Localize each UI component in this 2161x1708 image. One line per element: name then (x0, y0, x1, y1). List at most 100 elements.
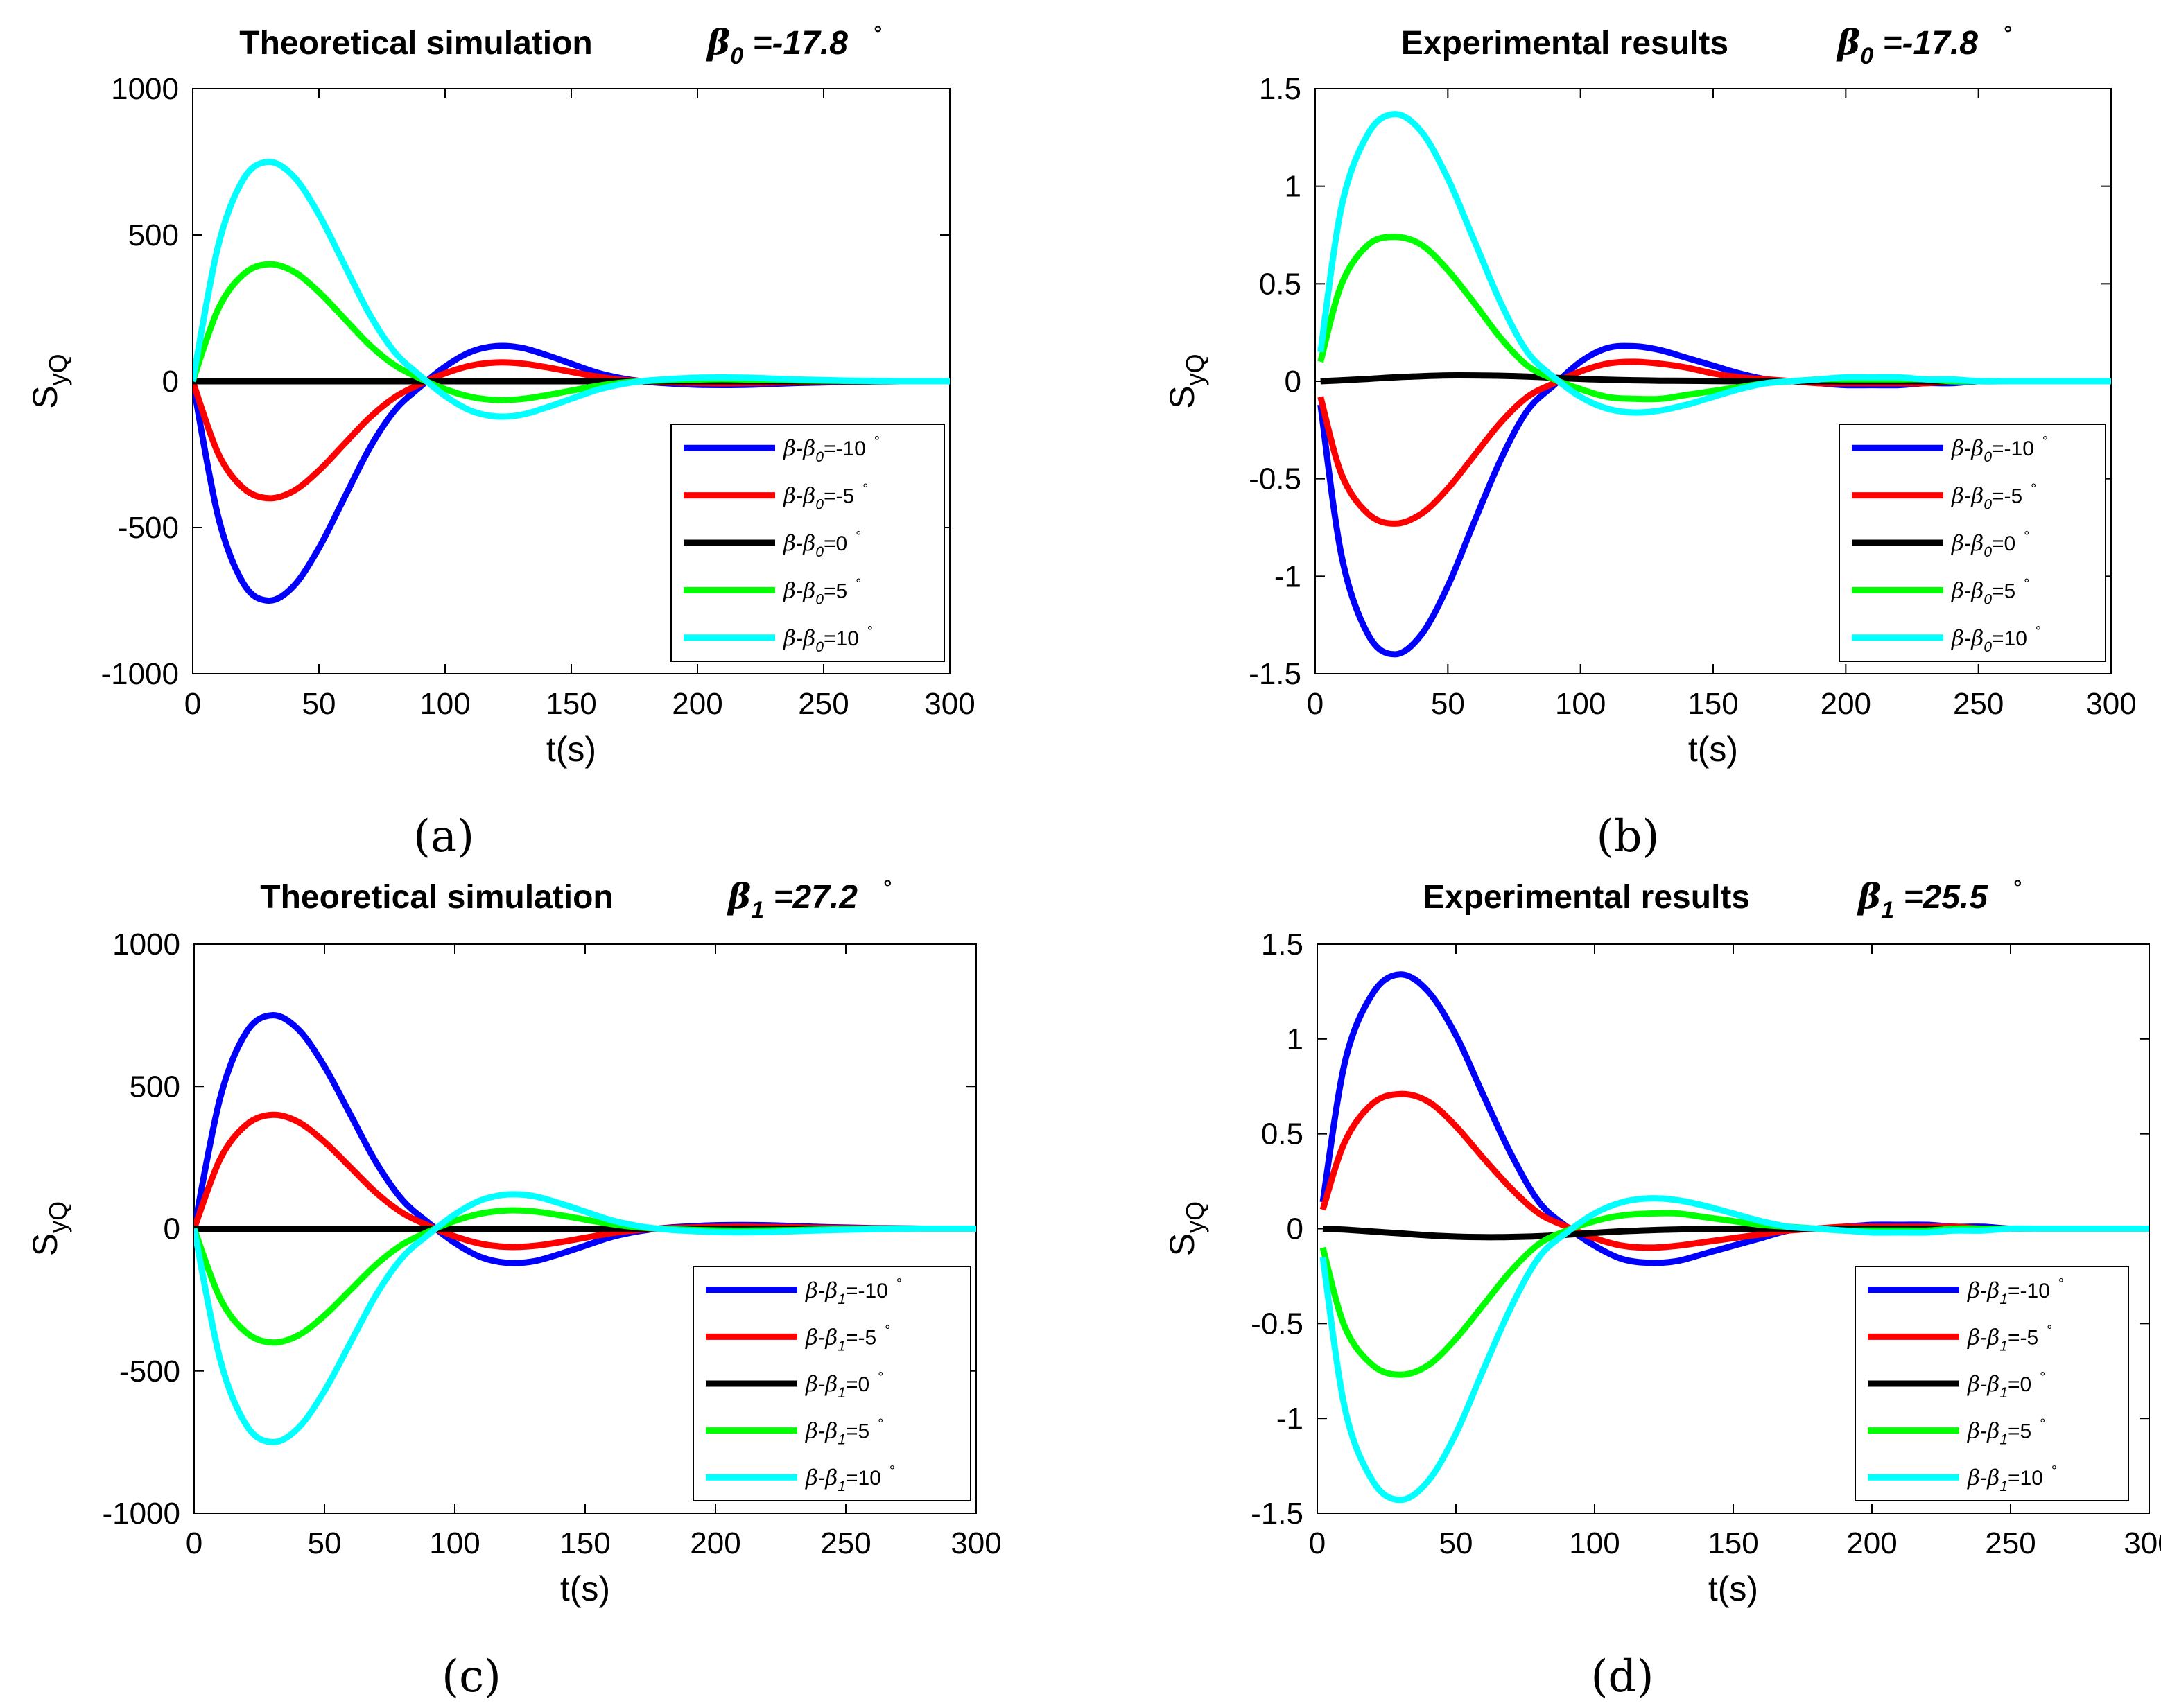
y-tick-label: 1.5 (1259, 72, 1301, 106)
x-axis-label: t(s) (560, 1569, 610, 1608)
degree-symbol: ° (2003, 22, 2012, 45)
legend-subscript: 1 (838, 1432, 846, 1448)
y-tick-label: -500 (118, 511, 179, 545)
panel-caption: (a) (413, 811, 474, 862)
x-tick-label: 50 (308, 1526, 342, 1560)
panel-caption: (d) (1591, 1651, 1654, 1702)
legend-degree: ° (896, 1276, 902, 1291)
x-tick-label: 150 (1708, 1526, 1758, 1560)
y-axis-label: SyQ (1163, 354, 1209, 408)
y-axis-label: SyQ (1163, 1201, 1209, 1256)
beta-symbol: β (1836, 21, 1860, 62)
panel-caption: (c) (442, 1651, 501, 1702)
legend-degree: ° (2058, 1276, 2064, 1291)
x-tick-label: 50 (1431, 687, 1465, 721)
y-tick-label: -1 (1274, 559, 1301, 593)
series-line-4 (1317, 111, 2111, 416)
x-tick-label: 0 (1307, 687, 1323, 721)
legend-value: =10 (1992, 627, 2027, 650)
x-tick-label: 0 (1309, 1526, 1326, 1560)
legend: β-β1=-10 °β-β1=-5 °β-β1=0 °β-β1=5 °β-β1=10 ° (1855, 1266, 2129, 1501)
legend-entry: β-β0=0 ° (1951, 529, 2029, 560)
legend-entry: β-β0=5 ° (783, 576, 861, 607)
legend-value: =-5 (846, 1326, 876, 1349)
x-tick-label: 150 (1687, 687, 1738, 721)
legend-degree: ° (867, 624, 873, 639)
y-tick-label: -0.5 (1251, 1307, 1303, 1341)
legend-subscript: 1 (1999, 1479, 2008, 1494)
legend-entry: β-β1=-5 ° (805, 1323, 890, 1354)
legend-subscript: 0 (1984, 497, 1992, 513)
x-tick-label: 50 (302, 687, 336, 721)
x-tick-label: 100 (1555, 687, 1606, 721)
legend-degree: ° (2047, 1323, 2052, 1338)
legend: β-β1=-10 °β-β1=-5 °β-β1=0 °β-β1=5 °β-β1=10 ° (693, 1266, 971, 1501)
legend-degree: ° (2040, 1417, 2045, 1432)
x-axis-label: t(s) (1708, 1569, 1758, 1608)
legend-subscript: 0 (1984, 591, 1992, 607)
legend-entry: β-β0=10 ° (783, 624, 873, 655)
y-axis-label-main: S (26, 385, 64, 408)
y-tick-label: 500 (128, 218, 179, 252)
x-tick-label: 250 (1985, 1526, 2036, 1560)
legend-entry: β-β1=10 ° (1967, 1463, 2057, 1494)
legend-symbol: β-β (805, 1419, 838, 1444)
legend-symbol: β-β (783, 531, 815, 556)
legend-degree: ° (2042, 434, 2048, 449)
legend-symbol: β-β (805, 1278, 838, 1303)
legend-value: =5 (846, 1420, 869, 1443)
legend-degree: ° (874, 434, 880, 449)
x-tick-label: 250 (798, 687, 849, 721)
legend-value: =0 (1992, 532, 2015, 555)
y-axis-label-sub: yQ (1181, 1201, 1209, 1233)
beta-value: =-17.8 (743, 25, 848, 62)
y-axis-label-sub: yQ (44, 1201, 72, 1233)
legend-degree: ° (856, 576, 861, 591)
series-line-4 (193, 159, 950, 420)
legend-entry: β-β1=-10 ° (805, 1276, 902, 1307)
legend-subscript: 1 (838, 1479, 846, 1494)
panel-caption: (b) (1597, 811, 1660, 862)
legend-subscript: 1 (1999, 1338, 2008, 1354)
series-line-4 (1319, 1195, 2149, 1504)
y-tick-label: 0 (162, 365, 179, 399)
y-axis-label-sub: yQ (44, 354, 72, 385)
x-tick-label: 100 (419, 687, 470, 721)
legend-value: =5 (1992, 580, 2015, 602)
legend-value: =-10 (846, 1280, 888, 1302)
y-tick-label: 1 (1287, 1022, 1303, 1056)
legend-value: =0 (2008, 1373, 2031, 1396)
legend-subscript: 0 (815, 639, 824, 655)
y-tick-label: -1.5 (1249, 657, 1301, 691)
chart-panel-a: Theoretical simulation β0 =-17.8 °0 50 100 15… (26, 21, 975, 862)
legend-entry: β-β1=0 ° (805, 1370, 883, 1401)
y-axis-label: SyQ (26, 354, 72, 408)
legend-degree: ° (878, 1370, 883, 1385)
series-line-4 (194, 1191, 976, 1445)
y-tick-label: 500 (130, 1070, 180, 1104)
legend-subscript: 1 (838, 1338, 846, 1354)
legend-subscript: 1 (1999, 1432, 2008, 1448)
legend-value: =0 (824, 532, 847, 555)
chart-panel-d: Experimental results β1 =25.5 °0 50 100 150 20… (1163, 875, 2161, 1702)
beta-value: =27.2 (764, 879, 858, 916)
legend-symbol: β-β (1967, 1419, 1999, 1444)
y-tick-label: 1.5 (1261, 927, 1303, 961)
legend-subscript: 0 (1984, 639, 1992, 655)
legend-entry: β-β1=0 ° (1967, 1370, 2045, 1401)
x-tick-label: 50 (1439, 1526, 1473, 1560)
legend-value: =5 (824, 580, 847, 602)
beta-symbol: β (706, 21, 730, 62)
legend-value: =10 (2008, 1467, 2043, 1490)
legend-symbol: β-β (805, 1325, 838, 1350)
y-tick-label: -1.5 (1251, 1497, 1303, 1531)
legend-degree: ° (862, 482, 868, 497)
y-tick-label: 0 (164, 1212, 180, 1246)
x-tick-label: 100 (429, 1526, 480, 1560)
legend-value: =10 (824, 627, 859, 650)
y-tick-label: -1 (1276, 1402, 1303, 1436)
legend-entry: β-β0=0 ° (783, 529, 861, 560)
legend-value: =-5 (2008, 1326, 2038, 1349)
x-tick-label: 0 (184, 687, 201, 721)
legend: β-β0=-10 °β-β0=-5 °β-β0=0 °β-β0=5 °β-β0=10 ° (670, 424, 945, 662)
